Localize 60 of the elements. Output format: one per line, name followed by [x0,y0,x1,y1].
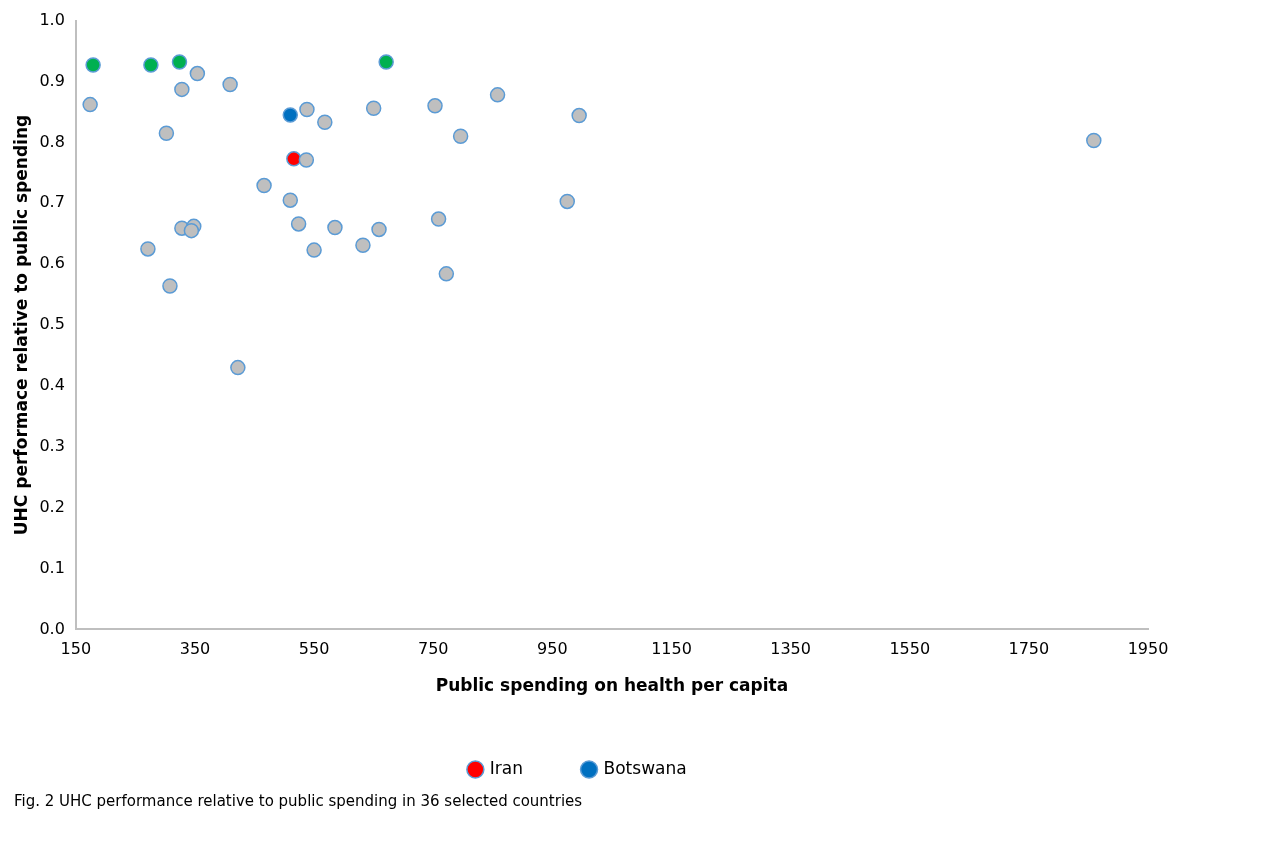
point [306,242,322,258]
x-tick-label: 1750 [1008,639,1050,659]
y-tick-label: 0.0 [39,618,65,638]
point [290,216,307,232]
point [365,100,382,117]
legend-label: Botswana [603,757,687,778]
y-tick-label: 0.9 [39,70,65,90]
point [427,98,443,114]
y-tick-label: 0.2 [39,496,65,516]
x-tick-label: 950 [537,639,568,659]
x-tick-label: 1950 [1127,639,1169,659]
point [158,125,175,141]
point [355,237,371,253]
point [430,211,447,227]
y-tick-label: 1.0 [39,9,65,29]
point [140,241,156,257]
x-tick-label: 150 [60,639,92,659]
y-tick-label: 0.4 [39,375,65,395]
legend-label: Iran [489,757,524,778]
x-tick-label: 1150 [651,639,692,659]
point [282,107,299,123]
point [452,128,469,145]
x-tick-label: 350 [179,639,211,659]
point [174,81,190,98]
x-tick-label: 1550 [889,639,931,659]
point [183,222,200,239]
y-tick-label: 0.3 [39,435,65,455]
point [489,87,506,103]
point [256,177,272,194]
point [1086,132,1102,149]
point [189,65,206,82]
point [438,266,455,282]
point [222,76,238,93]
caption: Fig. 2 UHC performance relative to public spending in 36 selected countries [14,792,584,810]
y-tick-label: 0.6 [39,253,65,273]
point [82,96,98,113]
point [378,54,394,70]
x-axis-title: Public spending on health per capita [435,675,789,696]
point [143,57,159,73]
y-tick-label: 0.8 [39,131,65,151]
y-tick-label: 0.5 [39,314,65,334]
point [171,54,188,70]
point [327,219,343,236]
point [85,57,101,73]
point [317,114,333,131]
point [571,107,587,124]
point [162,278,178,294]
point [230,359,246,376]
x-tick-label: 750 [417,639,449,659]
x-tick-label: 550 [298,639,330,659]
y-axis-title: UHC performace relative to public spending [10,114,31,536]
x-tick-label: 1350 [770,639,811,659]
y-tick-label: 0.7 [39,192,65,212]
y-tick-label: 0.1 [39,557,65,577]
point [286,151,302,167]
point [282,192,299,208]
point [559,193,575,210]
point [299,101,315,118]
point [371,221,387,238]
point [298,152,315,168]
